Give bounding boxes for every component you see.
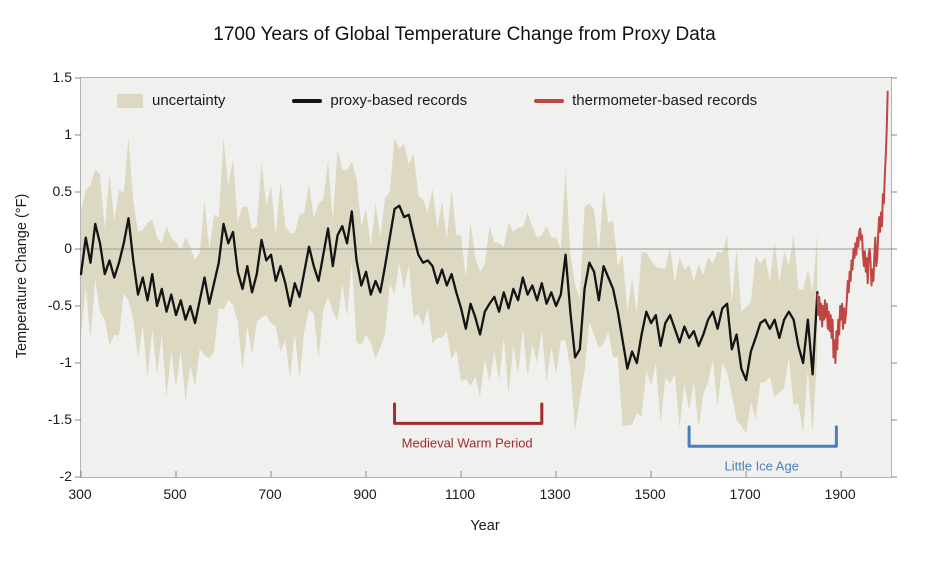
legend-label: proxy-based records xyxy=(330,92,468,109)
x-tick-label: 300 xyxy=(68,486,92,502)
plot-svg xyxy=(75,77,897,478)
y-axis-title: Temperature Change (°F) xyxy=(14,193,30,359)
medieval-warm-period-bracket xyxy=(393,402,544,425)
thermometer-line-swatch-icon xyxy=(534,98,565,103)
plot-area: uncertainty proxy-based records thermome… xyxy=(75,77,897,478)
proxy-line xyxy=(79,204,819,382)
legend-label: uncertainty xyxy=(152,92,226,109)
y-tick-label: 1.5 xyxy=(52,69,72,85)
x-tick-label: 1500 xyxy=(634,486,666,502)
x-tick-label: 1100 xyxy=(444,486,476,502)
annotation-little-ice-age: Little Ice Age xyxy=(724,458,799,474)
y-tick-label: -1 xyxy=(59,354,72,370)
uncertainty-swatch-icon xyxy=(117,93,143,108)
x-tick-label: 500 xyxy=(163,486,187,502)
uncertainty-band xyxy=(81,138,818,434)
legend-item-uncertainty: uncertainty xyxy=(117,92,225,109)
y-tick-label: -0.5 xyxy=(47,297,72,313)
x-tick-label: 1900 xyxy=(824,486,856,502)
thermometer-line xyxy=(816,90,889,364)
annotation-medieval-warm-period: Medieval Warm Period xyxy=(401,435,533,451)
y-tick-label: -2 xyxy=(59,468,72,484)
y-tick-label: -1.5 xyxy=(47,411,72,427)
x-tick-label: 1300 xyxy=(539,486,571,502)
legend: uncertainty proxy-based records thermome… xyxy=(117,92,757,109)
chart-title: 1700 Years of Global Temperature Change … xyxy=(213,24,716,45)
legend-label: thermometer-based records xyxy=(572,92,758,109)
proxy-line-swatch-icon xyxy=(292,98,323,103)
little-ice-age-bracket xyxy=(687,425,838,448)
y-tick-label: 0.5 xyxy=(52,183,72,199)
y-tick-label: 1 xyxy=(64,126,72,142)
x-tick-label: 900 xyxy=(353,486,377,502)
y-tick-label: 0 xyxy=(64,240,72,256)
legend-item-thermometer: thermometer-based records xyxy=(534,92,757,109)
legend-item-proxy: proxy-based records xyxy=(292,92,467,109)
x-axis-title: Year xyxy=(470,518,500,534)
x-tick-label: 700 xyxy=(258,486,282,502)
x-tick-label: 1700 xyxy=(729,486,761,502)
